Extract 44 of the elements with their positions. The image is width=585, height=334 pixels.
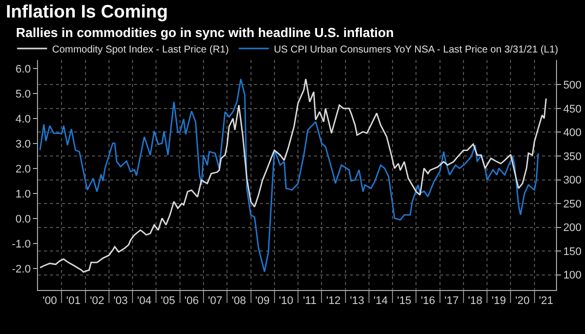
legend-label: Commodity Spot Index - Last Price (R1) — [52, 44, 229, 56]
y2-tick-label: 250 — [563, 198, 582, 210]
chart-subtitle: Rallies in commodities go in sync with headline U.S. inflation — [16, 25, 394, 40]
y2-tick-label: 150 — [563, 246, 582, 258]
y-tick-label: 3.0 — [16, 138, 31, 150]
x-tick-label: '16 — [420, 295, 436, 308]
y-tick-label: 1.0 — [16, 188, 31, 200]
y-tick-label: 6.0 — [16, 63, 31, 76]
x-tick-label: '01 — [66, 295, 81, 308]
x-tick-label: '18 — [468, 295, 482, 308]
x-tick-label: '21 — [538, 295, 554, 308]
y2-tick-label: 100 — [563, 270, 582, 282]
x-tick-label: '04 — [137, 295, 152, 308]
x-tick-label: '10 — [278, 295, 294, 308]
y2-tick-label: 400 — [563, 127, 582, 140]
chart-title: Inflation Is Coming — [6, 2, 168, 22]
y-tick-label: 0.0 — [16, 214, 31, 226]
x-tick-label: '15 — [397, 295, 412, 308]
x-tick-label: '06 — [184, 295, 199, 308]
y2-tick-label: 200 — [563, 222, 582, 234]
y-tick-label: 2.0 — [16, 163, 31, 176]
y2-tick-label: 300 — [563, 174, 582, 187]
x-tick-label: '11 — [302, 295, 316, 308]
y-tick-label: -2.0 — [12, 264, 31, 276]
x-tick-label: '02 — [90, 295, 104, 308]
y2-tick-label: 350 — [563, 150, 582, 163]
x-tick-label: '07 — [208, 295, 222, 308]
x-tick-label: '00 — [42, 295, 57, 308]
x-tick-label: '12 — [326, 295, 341, 308]
x-tick-label: '03 — [113, 295, 128, 308]
x-tick-label: '17 — [444, 295, 459, 308]
x-tick-label: '19 — [492, 295, 506, 308]
x-tick-label: '09 — [255, 295, 270, 308]
x-tick-label: '20 — [515, 295, 530, 308]
y-tick-label: 4.0 — [16, 113, 31, 126]
y2-tick-label: 450 — [563, 103, 582, 116]
x-tick-label: '08 — [232, 295, 246, 308]
x-tick-label: '05 — [160, 295, 176, 308]
x-tick-label: '13 — [350, 295, 364, 308]
y-tick-label: 5.0 — [16, 88, 31, 100]
legend-label: US CPI Urban Consumers YoY NSA - Last Price on 3/31/21 (L1) — [274, 44, 558, 56]
x-tick-label: '14 — [373, 295, 388, 308]
y2-tick-label: 500 — [563, 80, 582, 92]
y-tick-label: -1.0 — [12, 238, 31, 251]
